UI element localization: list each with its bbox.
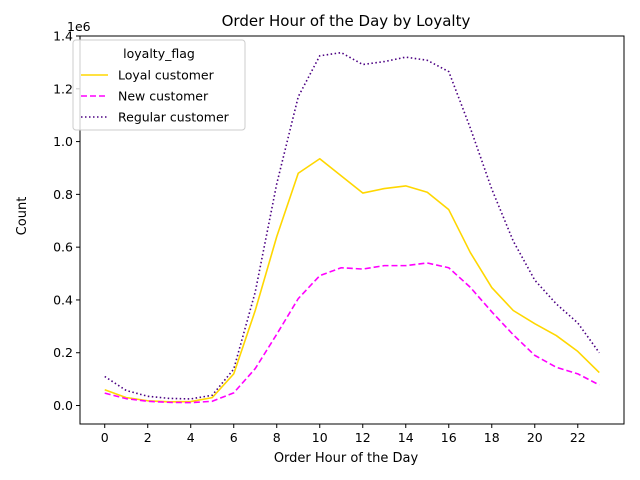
x-tick-label: 12 [355, 430, 371, 445]
y-axis-label: Count [15, 197, 30, 236]
x-tick-label: 10 [312, 430, 328, 445]
y-tick-label: 1.0 [53, 134, 73, 149]
y-tick-label: 1.2 [53, 81, 73, 96]
y-tick-label: 0.4 [53, 292, 73, 307]
legend-entries: Loyal customer New customer Regular custom… [81, 68, 230, 125]
x-tick-label: 2 [144, 430, 152, 445]
x-tick-label: 18 [484, 430, 500, 445]
chart-title: Order Hour of the Day by Loyalty [222, 12, 471, 30]
legend: loyalty_flag Loyal customer New customer R… [72, 39, 246, 131]
axes-layer [79, 35, 625, 425]
x-tick-label: 16 [441, 430, 457, 445]
x-axis-label: Order Hour of the Day [274, 451, 419, 466]
y-tick-label: 0.8 [53, 187, 73, 202]
y-tick-label: 0.2 [53, 345, 73, 360]
x-tick-label: 8 [273, 430, 281, 445]
legend-frame [72, 39, 246, 131]
y-tick-label: 0.6 [53, 240, 73, 255]
x-tick-label: 20 [527, 430, 543, 445]
ticks-layer: 0 2 4 6 8 10 12 14 16 18 20 22 0.0 0.2 0.4 0.6 0.8 1.0 1.2… [53, 29, 586, 446]
x-tick-label: 14 [398, 430, 414, 445]
y-axis-offset-text: 1e6 [67, 19, 91, 34]
x-tick-label: 4 [187, 430, 195, 445]
series-layer [104, 51, 600, 404]
x-tick-label: 6 [230, 430, 238, 445]
y-tick-label: 0.0 [53, 398, 73, 413]
legend-label: New customer [118, 89, 209, 104]
series-line-new-customer [104, 262, 600, 404]
legend-title: loyalty_flag [123, 46, 195, 61]
legend-label: Loyal customer [118, 68, 215, 83]
legend-label: Regular customer [118, 110, 230, 125]
series-line-loyal-customer [104, 157, 600, 403]
x-tick-label: 0 [101, 430, 109, 445]
y-tick-label: 1.4 [53, 29, 73, 44]
x-tick-label: 22 [570, 430, 586, 445]
plot-frame [79, 35, 625, 425]
